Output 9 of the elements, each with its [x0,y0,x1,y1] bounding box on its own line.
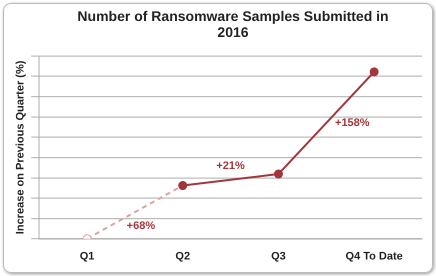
x-tick-label: Q3 [271,250,286,262]
x-tick-label: Q1 [80,250,94,262]
x-tick-label: Q4 To Date [346,250,403,262]
y-axis-title: Increase on Previous Quarter (%) [14,60,27,234]
chart-title: Number of Ransomware Samples Submitted in 2016 [76,8,390,40]
annotation: +158% [335,116,370,129]
annotation: +21% [216,160,246,172]
annotation: +68% [126,220,156,232]
x-tick-label: Q2 [175,250,190,262]
